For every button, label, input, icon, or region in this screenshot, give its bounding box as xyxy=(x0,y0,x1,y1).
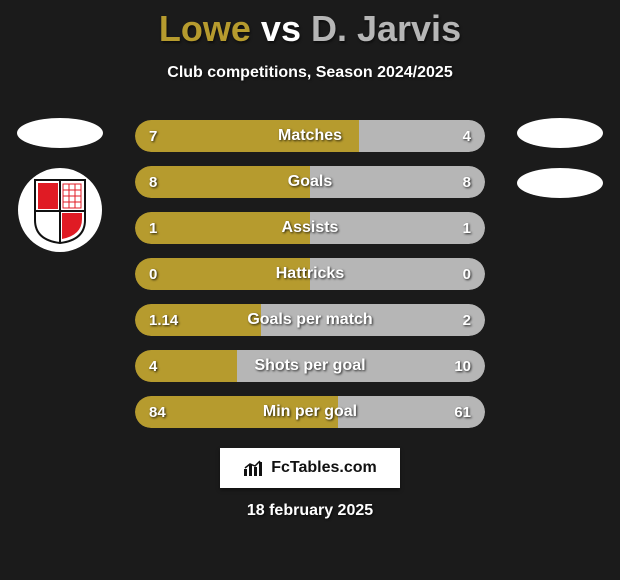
stat-row: 88Goals xyxy=(135,166,485,198)
player1-club-crest xyxy=(18,168,102,252)
player2-club-crest xyxy=(517,168,603,198)
shield-icon xyxy=(30,175,90,245)
title-player2: D. Jarvis xyxy=(311,8,461,49)
bar-fill-left xyxy=(135,350,237,382)
stat-row: 74Matches xyxy=(135,120,485,152)
bar-fill-left xyxy=(135,304,261,336)
bar-fill-right xyxy=(237,350,486,382)
bar-fill-left xyxy=(135,212,310,244)
stat-row: 8461Min per goal xyxy=(135,396,485,428)
bar-fill-left xyxy=(135,166,310,198)
stat-row: 410Shots per goal xyxy=(135,350,485,382)
title-vs: vs xyxy=(261,8,301,49)
title-player1: Lowe xyxy=(159,8,251,49)
date-text: 18 february 2025 xyxy=(0,502,620,520)
bar-fill-left xyxy=(135,396,338,428)
chart-icon xyxy=(243,459,265,477)
comparison-title: Lowe vs D. Jarvis xyxy=(0,0,620,50)
bar-fill-right xyxy=(310,258,485,290)
stat-bars-container: 74Matches 88Goals 11Assists 00Hattricks 1.14… xyxy=(135,120,485,428)
bar-fill-right xyxy=(261,304,485,336)
bar-fill-left xyxy=(135,120,359,152)
brand-text: FcTables.com xyxy=(271,459,377,477)
player1-country-flag xyxy=(17,118,103,148)
bar-fill-right xyxy=(310,212,485,244)
stat-row: 11Assists xyxy=(135,212,485,244)
brand-badge: FcTables.com xyxy=(220,448,400,488)
left-badge-column xyxy=(10,118,110,252)
player2-country-flag xyxy=(517,118,603,148)
subtitle: Club competitions, Season 2024/2025 xyxy=(0,64,620,82)
bar-fill-right xyxy=(310,166,485,198)
right-badge-column xyxy=(510,118,610,198)
stat-row: 00Hattricks xyxy=(135,258,485,290)
bar-fill-right xyxy=(338,396,485,428)
bar-fill-right xyxy=(359,120,485,152)
stat-row: 1.142Goals per match xyxy=(135,304,485,336)
bar-fill-left xyxy=(135,258,310,290)
